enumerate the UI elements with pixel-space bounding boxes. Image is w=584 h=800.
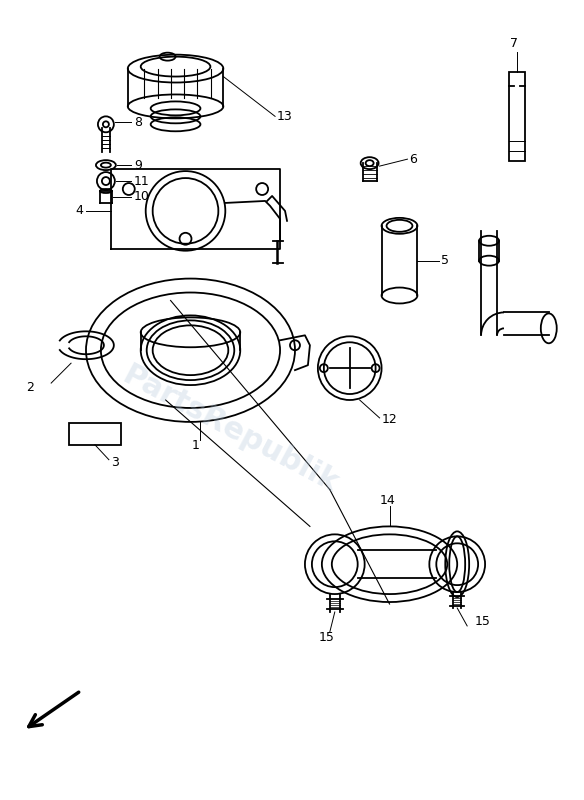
Text: 2: 2 (26, 381, 34, 394)
Text: 7: 7 (510, 38, 518, 50)
Text: 14: 14 (380, 494, 395, 507)
Text: 10: 10 (134, 190, 150, 203)
Text: 13: 13 (277, 110, 293, 123)
Text: 4: 4 (75, 205, 83, 218)
Text: 15: 15 (319, 631, 335, 644)
Text: 9: 9 (134, 158, 142, 172)
Text: 8: 8 (134, 116, 142, 129)
Text: 3: 3 (111, 456, 119, 470)
Bar (509, 71, 525, 161)
Text: 12: 12 (381, 414, 397, 426)
Text: 15: 15 (475, 615, 491, 629)
Bar (69, 423, 121, 445)
Text: PartsRepublik: PartsRepublik (117, 361, 343, 499)
Text: 11: 11 (134, 174, 150, 187)
Text: 6: 6 (409, 153, 418, 166)
Text: 1: 1 (192, 439, 199, 452)
Text: 5: 5 (442, 254, 449, 267)
